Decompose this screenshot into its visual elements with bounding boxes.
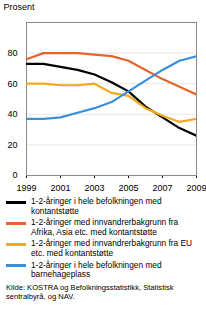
html-text:1-2-åringer i hele befolkninge: 1-2-åringer i hele befolkningen med barn… <box>31 259 162 280</box>
svg-text:2003: 2003 <box>84 183 104 193</box>
svg-text:80: 80 <box>7 48 17 58</box>
svg-text:2009: 2009 <box>186 183 206 193</box>
svg-text:Prosent: Prosent <box>4 2 36 12</box>
svg-text:40: 40 <box>7 109 17 119</box>
html-text:1-2-åringer med innvandrerbakg: 1-2-åringer med innvandrerbakgrunn fra A… <box>31 217 179 237</box>
html-text:Kilde: KOSTRA og Befolkningsst: Kilde: KOSTRA og Befolkningsstatistikk, … <box>6 282 174 301</box>
svg-text:2001: 2001 <box>50 183 70 193</box>
html-text:1-2-åringer med innvandrerbakg: 1-2-åringer med innvandrerbakgrunn fra E… <box>31 238 192 258</box>
svg-text:0: 0 <box>12 170 17 180</box>
svg-text:60: 60 <box>7 79 17 89</box>
svg-text:1999: 1999 <box>16 183 36 193</box>
svg-text:2007: 2007 <box>152 183 172 193</box>
html-text:1-2-åringer i hele befolkninge: 1-2-åringer i hele befolkningen med kont… <box>31 196 162 216</box>
svg-text:2005: 2005 <box>118 183 138 193</box>
svg-text:20: 20 <box>7 140 17 150</box>
